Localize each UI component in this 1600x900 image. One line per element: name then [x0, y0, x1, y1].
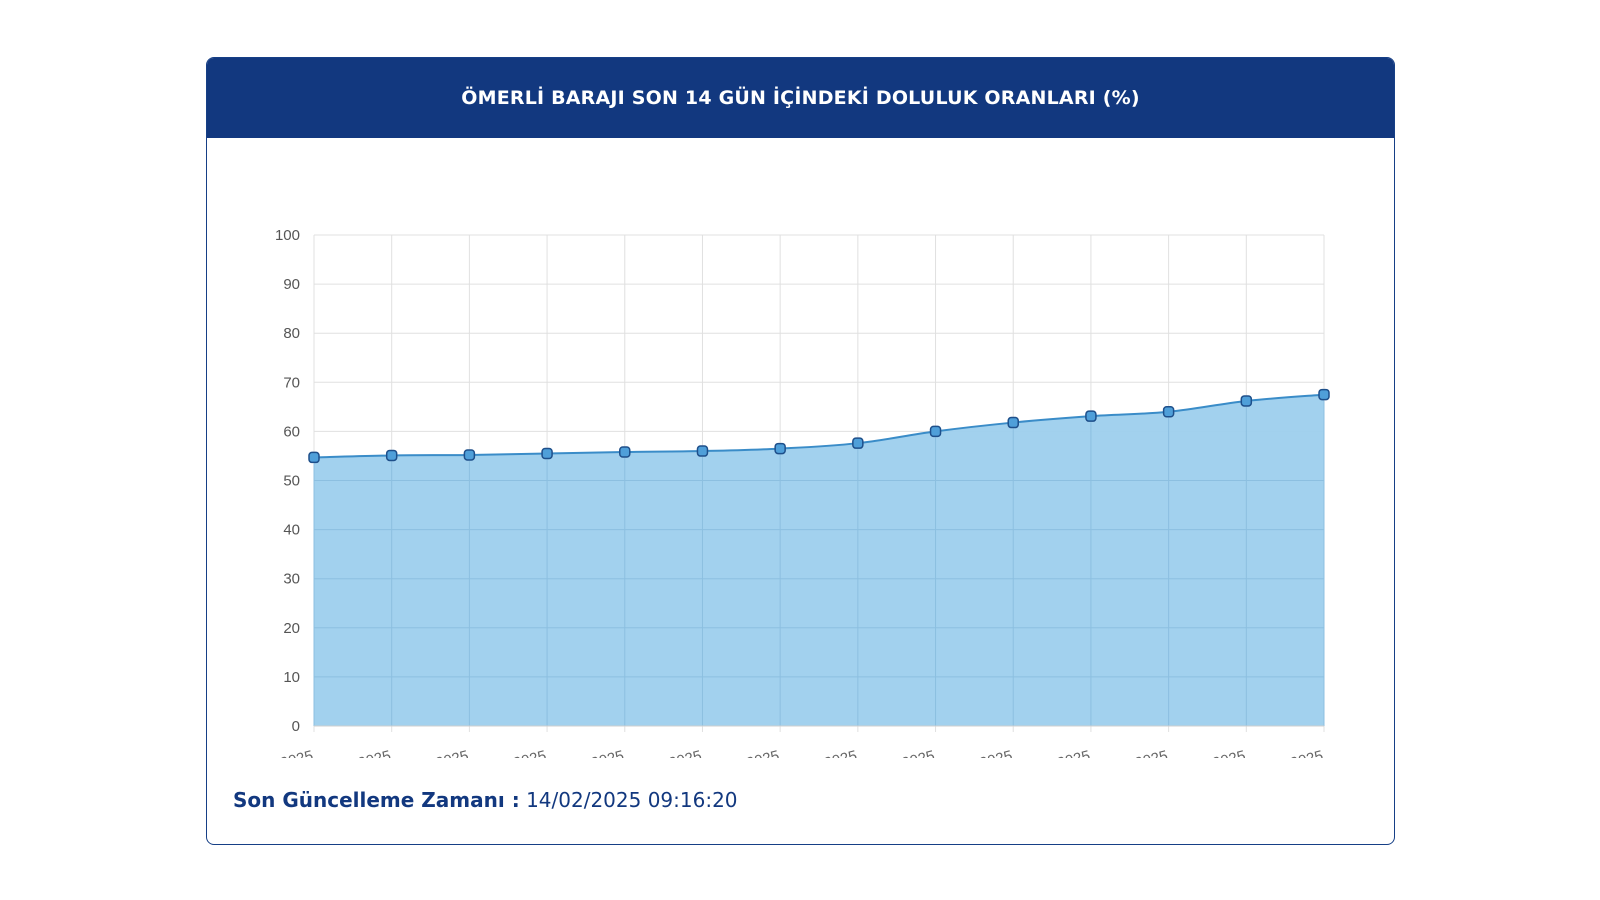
data-point — [1007, 416, 1019, 429]
last-update: Son Güncelleme Zamanı : 14/02/2025 09:16… — [233, 788, 738, 812]
x-tick-label: 05.02.2025 — [549, 747, 626, 758]
x-tick-label: 02.02.2025 — [316, 747, 393, 758]
x-tick-label: 13.02.2025 — [1170, 747, 1247, 758]
card-header: ÖMERLİ BARAJI SON 14 GÜN İÇİNDEKİ DOLULU… — [207, 58, 1394, 138]
fill-chart: 0 10 20 30 40 50 60 70 80 90 100 01.02.202502.02.20… — [238, 227, 1330, 758]
x-tick-label: 06.02.2025 — [626, 747, 703, 758]
x-tick-label: 08.02.2025 — [782, 747, 859, 758]
series-area — [314, 394, 1324, 726]
data-point — [308, 451, 320, 464]
chart-area: 0 10 20 30 40 50 60 70 80 90 100 01.02.202502.02.20… — [207, 138, 1394, 758]
x-tick-label: 03.02.2025 — [393, 747, 470, 758]
data-point — [541, 447, 553, 460]
x-tick-label: 12.02.2025 — [1093, 747, 1170, 758]
x-tick-label: 11.02.2025 — [1016, 747, 1092, 758]
data-point — [1240, 395, 1253, 407]
y-tick-label: 40 — [283, 522, 300, 539]
y-tick-label: 20 — [283, 620, 300, 637]
y-tick-label: 80 — [283, 325, 300, 342]
y-tick-label: 70 — [283, 374, 300, 391]
data-point — [1318, 388, 1330, 401]
series-line — [313, 393, 1325, 459]
chart-card: ÖMERLİ BARAJI SON 14 GÜN İÇİNDEKİ DOLULU… — [206, 57, 1395, 845]
x-tick-label: 04.02.2025 — [471, 747, 548, 758]
data-point — [385, 449, 398, 462]
y-tick-label: 50 — [283, 473, 300, 490]
data-point — [852, 437, 864, 449]
data-point — [619, 446, 631, 458]
y-tick-label: 0 — [292, 718, 300, 735]
y-tick-label: 10 — [283, 669, 300, 686]
last-update-value: 14/02/2025 09:16:20 — [526, 788, 738, 812]
data-point — [929, 425, 942, 438]
chart-title: ÖMERLİ BARAJI SON 14 GÜN İÇİNDEKİ DOLULU… — [461, 87, 1140, 109]
y-tick-label: 60 — [283, 423, 300, 440]
x-tick-label: 14.02.2025 — [1248, 747, 1325, 758]
data-point — [1085, 410, 1097, 422]
data-point — [696, 445, 709, 457]
last-update-label: Son Güncelleme Zamanı : — [233, 788, 520, 812]
y-tick-label: 30 — [283, 571, 300, 588]
data-point — [1162, 406, 1175, 418]
x-tick-label: 07.02.2025 — [704, 747, 781, 758]
y-tick-label: 90 — [283, 276, 300, 293]
x-tick-label: 09.02.2025 — [860, 747, 937, 758]
data-point — [774, 442, 786, 455]
x-tick-label: 01.02.2025 — [238, 747, 315, 758]
data-point — [463, 449, 476, 461]
y-tick-label: 100 — [275, 227, 300, 244]
x-tick-label: 10.02.2025 — [937, 747, 1014, 758]
